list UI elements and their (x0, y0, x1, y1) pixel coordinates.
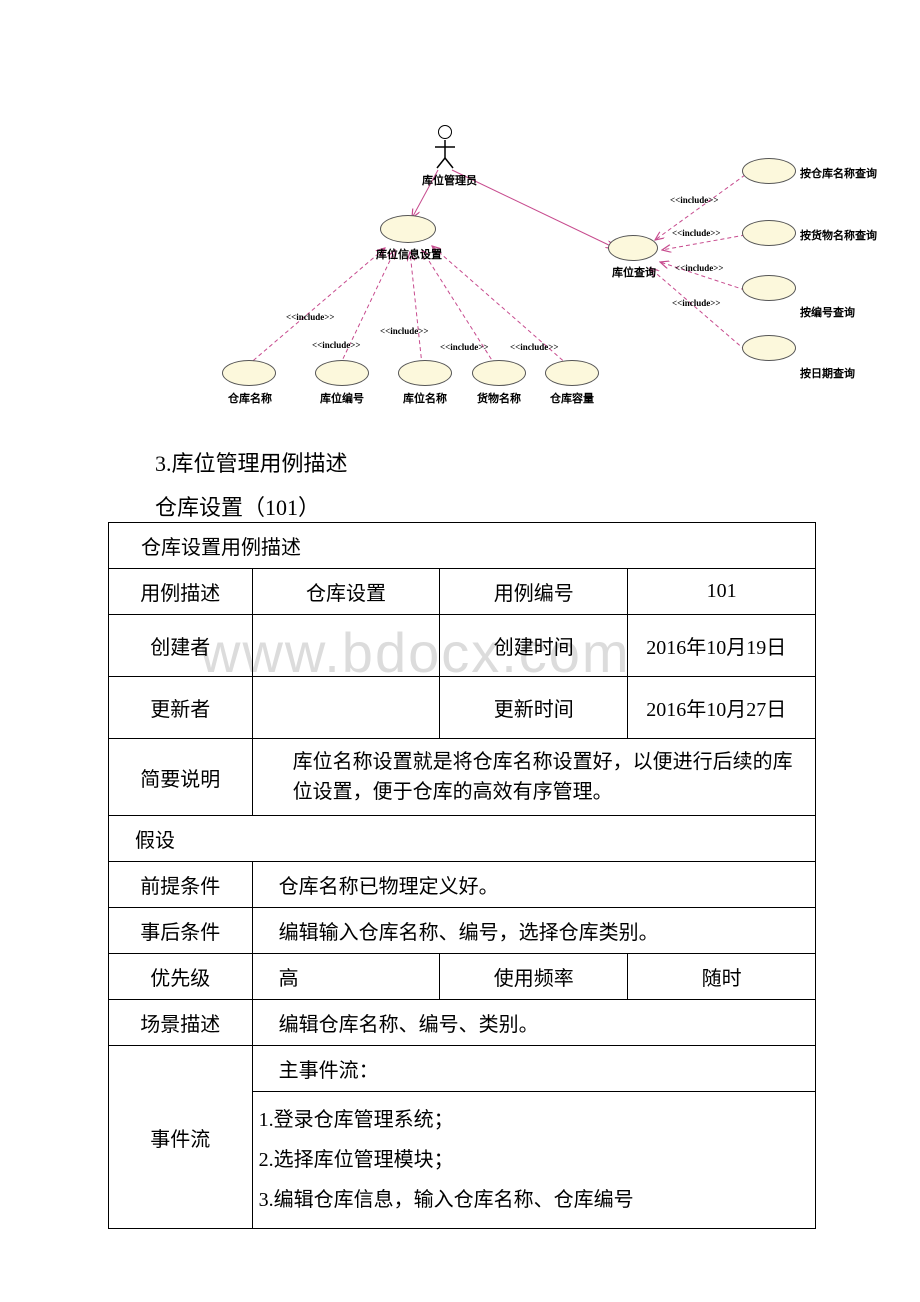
cell-creator-val (252, 615, 440, 677)
actor-admin (438, 125, 452, 139)
usecase-q2 (742, 220, 796, 246)
table-title: 仓库设置用例描述 (109, 523, 816, 569)
q3-label: 按编号查询 (800, 304, 855, 320)
cell-priority-label: 优先级 (109, 954, 253, 1000)
usecase-info-set-label: 库位信息设置 (376, 246, 442, 262)
usecase-info-set (380, 215, 436, 243)
stereo-8: <<include>> (675, 263, 724, 273)
q1-label: 按仓库名称查询 (800, 165, 877, 181)
uc3-label: 库位名称 (403, 390, 447, 406)
table-row: 场景描述 编辑仓库名称、编号、类别。 (109, 1000, 816, 1046)
cell-scene-val: 编辑仓库名称、编号、类别。 (252, 1000, 815, 1046)
cell-usecase-desc-val: 仓库设置 (252, 569, 440, 615)
cell-event-label: 事件流 (109, 1046, 253, 1229)
uc2-label: 库位编号 (320, 390, 364, 406)
heading-ck-set: 仓库设置（101） (155, 490, 320, 522)
stereo-9: <<include>> (672, 298, 721, 308)
table-row: 事后条件 编辑输入仓库名称、编号，选择仓库类别。 (109, 908, 816, 954)
heading-usecase-desc: 3.库位管理用例描述 (155, 446, 348, 478)
table-row: 简要说明 库位名称设置就是将仓库名称设置好，以便进行后续的库位设置，便于仓库的高… (109, 739, 816, 816)
cell-freq-label: 使用频率 (440, 954, 628, 1000)
cell-pre-val: 仓库名称已物理定义好。 (252, 862, 815, 908)
cell-create-time-label: 创建时间 (440, 615, 628, 677)
event-step-1: 1.登录仓库管理系统； (259, 1100, 809, 1140)
cell-updater-val (252, 677, 440, 739)
actor-label: 库位管理员 (422, 172, 477, 188)
table-row: 用例描述 仓库设置 用例编号 101 (109, 569, 816, 615)
stereo-1: <<include>> (286, 312, 335, 322)
cell-creator-label: 创建者 (109, 615, 253, 677)
stereo-4: <<include>> (440, 342, 489, 352)
cell-usecase-desc-label: 用例描述 (109, 569, 253, 615)
usecase-description-table: 仓库设置用例描述 用例描述 仓库设置 用例编号 101 创建者 创建时间 201… (108, 522, 816, 1229)
usecase-q3 (742, 275, 796, 301)
uc5-label: 仓库容量 (550, 390, 594, 406)
table-title-row: 仓库设置用例描述 (109, 523, 816, 569)
cell-update-time-val: 2016年10月27日 (628, 677, 816, 739)
usecase-ck-cap (545, 360, 599, 386)
cell-pre-label: 前提条件 (109, 862, 253, 908)
event-step-3: 3.编辑仓库信息，输入仓库名称、仓库编号 (259, 1180, 809, 1220)
stereo-5: <<include>> (510, 342, 559, 352)
usecase-query-label: 库位查询 (612, 264, 656, 280)
event-step-2: 2.选择库位管理模块； (259, 1140, 809, 1180)
cell-brief-label: 简要说明 (109, 739, 253, 816)
cell-event-steps: 1.登录仓库管理系统； 2.选择库位管理模块； 3.编辑仓库信息，输入仓库名称、… (252, 1092, 815, 1229)
q4-label: 按日期查询 (800, 365, 855, 381)
usecase-kw-name (398, 360, 452, 386)
table-row: 事件流 主事件流： (109, 1046, 816, 1092)
table-row: 假设 (109, 816, 816, 862)
usecase-ck-name (222, 360, 276, 386)
usecase-hw-name (472, 360, 526, 386)
uc4-label: 货物名称 (477, 390, 521, 406)
table-row: 创建者 创建时间 2016年10月19日 (109, 615, 816, 677)
cell-usecase-no-label: 用例编号 (440, 569, 628, 615)
usecase-query (608, 235, 658, 261)
cell-priority-val: 高 (252, 954, 440, 1000)
usecase-diagram: 库位管理员 库位信息设置 库位查询 仓库名称 库位编号 库位名称 货物名称 仓库… (200, 120, 900, 410)
table-row: 优先级 高 使用频率 随时 (109, 954, 816, 1000)
usecase-kw-no (315, 360, 369, 386)
cell-create-time-val: 2016年10月19日 (628, 615, 816, 677)
q2-label: 按货物名称查询 (800, 227, 877, 243)
stereo-2: <<include>> (312, 340, 361, 350)
usecase-q4 (742, 335, 796, 361)
cell-scene-label: 场景描述 (109, 1000, 253, 1046)
cell-updater-label: 更新者 (109, 677, 253, 739)
cell-post-label: 事后条件 (109, 908, 253, 954)
cell-brief-val: 库位名称设置就是将仓库名称设置好，以便进行后续的库位设置，便于仓库的高效有序管理… (252, 739, 815, 816)
cell-usecase-no-val: 101 (628, 569, 816, 615)
usecase-q1 (742, 158, 796, 184)
stereo-6: <<include>> (670, 195, 719, 205)
cell-update-time-label: 更新时间 (440, 677, 628, 739)
stereo-7: <<include>> (672, 228, 721, 238)
cell-event-main: 主事件流： (252, 1046, 815, 1092)
table-row: 前提条件 仓库名称已物理定义好。 (109, 862, 816, 908)
cell-post-val: 编辑输入仓库名称、编号，选择仓库类别。 (252, 908, 815, 954)
cell-freq-val: 随时 (628, 954, 816, 1000)
stereo-3: <<include>> (380, 326, 429, 336)
cell-assume-label: 假设 (109, 816, 816, 862)
table-row: 更新者 更新时间 2016年10月27日 (109, 677, 816, 739)
uc1-label: 仓库名称 (228, 390, 272, 406)
